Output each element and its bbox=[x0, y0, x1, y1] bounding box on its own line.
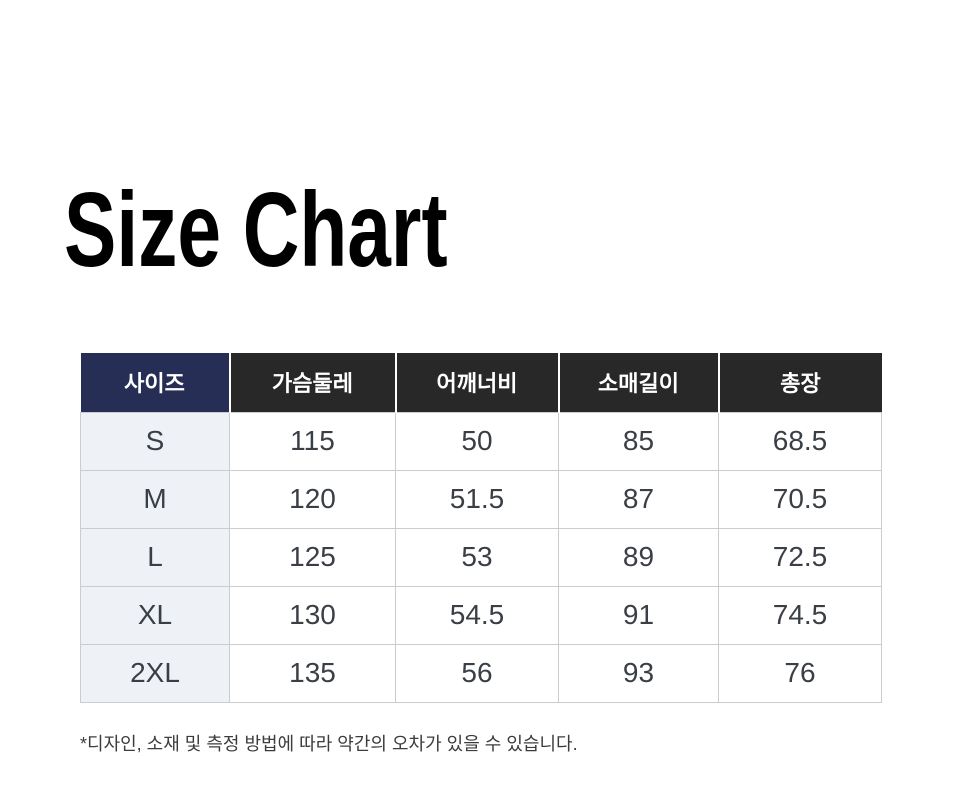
table-row: M 120 51.5 87 70.5 bbox=[80, 469, 882, 529]
measurement-cell: 56 bbox=[395, 643, 559, 703]
measurement-cell: 51.5 bbox=[395, 469, 559, 529]
measurement-cell: 89 bbox=[558, 527, 719, 587]
measurement-cell: 115 bbox=[229, 411, 396, 471]
table-row: L 125 53 89 72.5 bbox=[80, 527, 882, 587]
measurement-cell: 68.5 bbox=[718, 411, 882, 471]
measurement-cell: 76 bbox=[718, 643, 882, 703]
header-chest: 가슴둘레 bbox=[228, 353, 396, 412]
measurement-cell: 120 bbox=[229, 469, 396, 529]
measurement-cell: 91 bbox=[558, 585, 719, 645]
measurement-cell: 74.5 bbox=[718, 585, 882, 645]
header-row: 사이즈 가슴둘레 어깨너비 소매길이 총장 bbox=[80, 353, 882, 412]
header-shoulder: 어깨너비 bbox=[394, 353, 559, 412]
table-row: XL 130 54.5 91 74.5 bbox=[80, 585, 882, 645]
header-size: 사이즈 bbox=[80, 353, 230, 412]
measurement-cell: 93 bbox=[558, 643, 719, 703]
measurement-cell: 50 bbox=[395, 411, 559, 471]
header-sleeve: 소매길이 bbox=[557, 353, 719, 412]
measurement-cell: 85 bbox=[558, 411, 719, 471]
size-table: 사이즈 가슴둘레 어깨너비 소매길이 총장 S 115 50 85 68.5 M 120 51… bbox=[80, 353, 882, 703]
size-table-body: S 115 50 85 68.5 M 120 51.5 87 70.5 L 125 53 89 72.5 XL… bbox=[80, 411, 882, 703]
measurement-cell: 53 bbox=[395, 527, 559, 587]
size-label-cell: 2XL bbox=[80, 643, 230, 703]
measurement-cell: 72.5 bbox=[718, 527, 882, 587]
measurement-cell: 125 bbox=[229, 527, 396, 587]
footnote: *디자인, 소재 및 측정 방법에 따라 약간의 오차가 있을 수 있습니다. bbox=[80, 734, 578, 754]
page-title: Size Chart bbox=[64, 171, 448, 289]
measurement-cell: 130 bbox=[229, 585, 396, 645]
measurement-cell: 70.5 bbox=[718, 469, 882, 529]
table-row: 2XL 135 56 93 76 bbox=[80, 643, 882, 703]
size-label-cell: S bbox=[80, 411, 230, 471]
measurement-cell: 87 bbox=[558, 469, 719, 529]
size-label-cell: XL bbox=[80, 585, 230, 645]
measurement-cell: 135 bbox=[229, 643, 396, 703]
size-label-cell: L bbox=[80, 527, 230, 587]
measurement-cell: 54.5 bbox=[395, 585, 559, 645]
table-row: S 115 50 85 68.5 bbox=[80, 411, 882, 471]
header-total-length: 총장 bbox=[717, 353, 882, 412]
size-label-cell: M bbox=[80, 469, 230, 529]
